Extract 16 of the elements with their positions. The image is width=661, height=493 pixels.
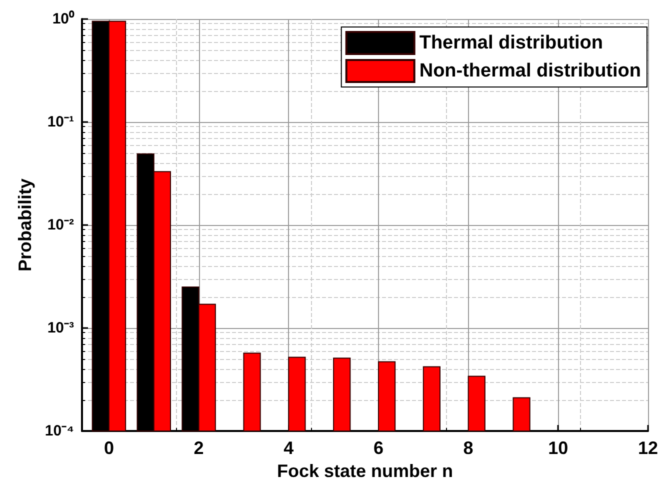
y-tick-label: 10⁻¹ [47, 114, 74, 130]
legend-label: Thermal distribution [419, 32, 604, 54]
x-tick-label: 2 [194, 438, 204, 458]
y-tick-label: 10⁰ [52, 10, 75, 28]
x-tick-label: 6 [373, 438, 384, 458]
legend-label: Non-thermal distribution [419, 60, 641, 82]
x-tick-label: 4 [284, 438, 294, 458]
y-tick-label: 10⁻³ [47, 320, 74, 336]
y-axis-title: Probability [14, 178, 35, 272]
x-tick-label: 10 [548, 438, 568, 458]
x-axis-title: Fock state number n [276, 460, 454, 481]
x-tick-label: 8 [463, 438, 474, 458]
x-tick-label: 12 [638, 438, 658, 458]
x-tick-label: 0 [104, 438, 114, 458]
y-tick-label: 10⁻² [47, 216, 74, 234]
y-tick-label: 10⁻⁴ [44, 422, 74, 440]
